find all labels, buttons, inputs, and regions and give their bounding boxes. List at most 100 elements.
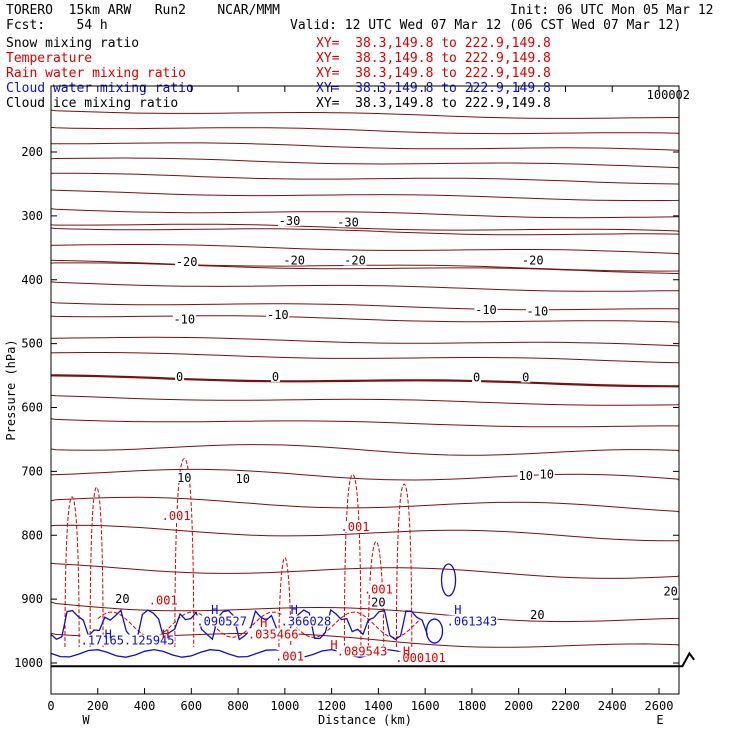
y-tick-label: 400	[21, 273, 43, 287]
legend-xy-rain: XY= 38.3,149.8 to 222.9,149.8	[316, 66, 551, 81]
legend-label-rain: Rain water mixing ratio	[6, 66, 187, 81]
isotherm-line	[50, 142, 680, 152]
max-marker: H	[330, 638, 337, 652]
isotherm-label: -10	[475, 303, 497, 317]
x-tick-label: 0	[47, 699, 54, 713]
isotherm-label: 10	[518, 469, 532, 483]
x-tick-label: 600	[180, 699, 202, 713]
isotherm-line	[50, 259, 680, 272]
isotherm-label: 20	[530, 608, 544, 622]
rain-plume-contour	[395, 483, 413, 648]
rain-plume-contour	[89, 486, 104, 648]
isotherm-label: -20	[522, 254, 544, 268]
isotherm-label: -10	[527, 305, 549, 319]
isotherm-line	[50, 208, 680, 219]
cloudwater-label: .061343	[447, 614, 498, 628]
forecast-hour: Fcst: 54 h	[6, 18, 108, 33]
isotherm-label: -20	[176, 255, 198, 269]
cloudwater-label: .090527	[196, 614, 247, 628]
x-tick-label: 200	[87, 699, 109, 713]
rain-plume-contour	[367, 541, 385, 648]
rain-band-contour	[97, 611, 421, 638]
rain-label-bg	[161, 510, 192, 522]
y-tick-label: 500	[21, 337, 43, 351]
isotherm-label-bg	[474, 303, 498, 315]
isotherm-label-bg	[266, 308, 290, 320]
max-marker: H	[211, 603, 218, 617]
isotherm-line	[50, 524, 680, 542]
isotherm-label: 20	[663, 584, 677, 598]
legend-label-snow: Snow mixing ratio	[6, 36, 140, 51]
rain-label-bg	[336, 645, 388, 657]
legend-xy-cloudwater: XY= 38.3,149.8 to 222.9,149.8	[316, 81, 551, 96]
isotherm-label-bg	[282, 254, 306, 266]
isotherm-label-bg	[538, 468, 555, 480]
x-tick-label: 2200	[551, 699, 580, 713]
isotherm-label: 20	[115, 592, 129, 606]
y-axis-label: Pressure (hPa)	[4, 339, 18, 440]
rain-label-bg	[148, 594, 179, 606]
legend-xy-cloudice: XY= 38.3,149.8 to 222.9,149.8	[316, 96, 551, 111]
corner-label: 100002	[647, 88, 690, 102]
x-tick-label: 1000	[270, 699, 299, 713]
isotherm-line	[50, 126, 680, 135]
isotherm-label: -10	[267, 308, 289, 322]
isotherm-label-bg	[172, 313, 196, 325]
isotherms-layer	[50, 109, 680, 648]
rain-label: .001	[149, 593, 178, 607]
legend-label-cloudwater: Cloud water mixing ratio	[6, 81, 194, 96]
rain-label-bg	[363, 583, 394, 595]
isotherm-label-bg	[529, 609, 546, 621]
isotherm-line	[51, 374, 680, 388]
isotherm-label-bg	[525, 305, 549, 317]
isotherm-label-bg	[521, 371, 531, 383]
rain-label: .001	[162, 509, 191, 523]
isotherm-label: -30	[279, 214, 301, 228]
isotherm-label-bg	[278, 214, 302, 226]
max-marker: H	[162, 627, 169, 641]
isotherm-line	[50, 352, 680, 364]
isotherm-line	[50, 157, 680, 169]
rain-label-bg	[247, 628, 299, 640]
valid-time: Valid: 12 UTC Wed 07 Mar 12 (06 CST Wed …	[290, 18, 682, 33]
rain-label: .001	[275, 650, 304, 664]
isotherm-label-bg	[336, 216, 360, 228]
rain-plume-contour	[278, 557, 292, 648]
isotherm-label-bg	[370, 596, 387, 608]
rain-plume-contour	[343, 474, 362, 648]
x-tick-label: 2600	[645, 699, 674, 713]
cloudwater-label: .171654	[81, 634, 132, 648]
isotherm-line	[50, 394, 680, 406]
isotherm-label: -10	[173, 312, 195, 326]
isotherm-line	[50, 223, 680, 232]
isotherm-label-bg	[175, 370, 185, 382]
x-tick-label: 2400	[598, 699, 627, 713]
isotherm-label: 20	[371, 595, 385, 609]
x-tick-label: 1200	[317, 699, 346, 713]
isotherm-line	[50, 562, 680, 579]
rain-label: .089543	[337, 645, 388, 659]
cloudwater-cell	[425, 618, 444, 644]
isotherm-label-bg	[343, 254, 367, 266]
cloudwater-label: .125945	[124, 634, 175, 648]
rain-label-bg	[340, 520, 370, 532]
isotherm-label: 0	[522, 370, 529, 384]
isotherm-label-bg	[234, 473, 251, 485]
isotherm-label-bg	[472, 371, 482, 383]
rain-label: .001	[364, 583, 393, 597]
isotherm-line	[50, 315, 680, 323]
legend-label-temperature: Temperature	[6, 51, 93, 66]
max-marker: H	[105, 627, 112, 641]
x-axis-west-label: W	[82, 713, 90, 727]
x-tick-label: 1800	[457, 699, 486, 713]
cloudwater-label-bg	[280, 615, 332, 627]
x-tick-label: 2000	[504, 699, 533, 713]
max-marker: H	[454, 603, 461, 617]
isotherm-line	[50, 262, 680, 275]
isotherm-line	[50, 281, 680, 292]
x-tick-label: 800	[227, 699, 249, 713]
isotherm-line	[50, 189, 680, 202]
isotherm-label-bg	[176, 471, 193, 483]
max-marker: H	[403, 645, 410, 659]
